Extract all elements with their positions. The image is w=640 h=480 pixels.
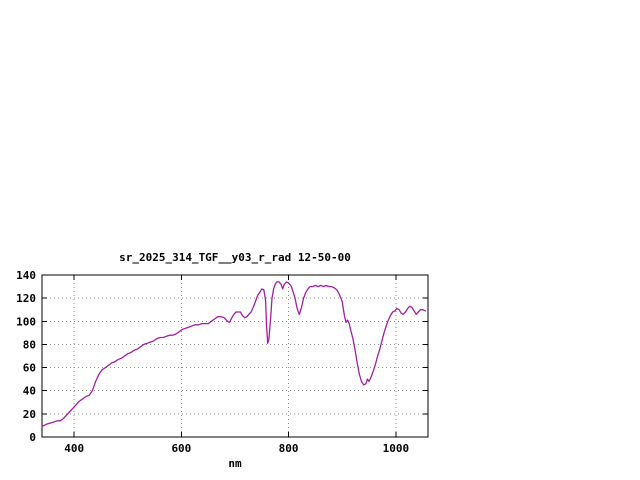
x-tick-label: 600 (171, 442, 191, 455)
plot-border (41, 274, 429, 438)
y-tick-label: 40 (23, 385, 36, 398)
y-tick-label: 20 (23, 408, 36, 421)
x-tick-label: 1000 (383, 442, 410, 455)
y-tick-label: 60 (23, 362, 36, 375)
y-tick-label: 100 (16, 315, 36, 328)
y-tick-label: 120 (16, 292, 36, 305)
chart-title: sr_2025_314_TGF__y03_r_rad 12-50-00 (119, 251, 351, 264)
y-tick-label: 140 (16, 269, 36, 282)
y-tick-label: 0 (29, 431, 36, 444)
spectrum-line (41, 281, 426, 428)
x-tick-label: 800 (279, 442, 299, 455)
x-axis-label: nm (228, 457, 242, 470)
y-tick-label: 80 (23, 338, 36, 351)
x-tick-label: 400 (64, 442, 84, 455)
